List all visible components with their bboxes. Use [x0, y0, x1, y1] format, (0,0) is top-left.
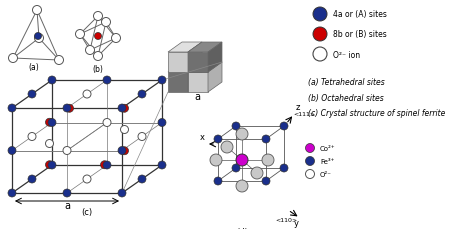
Polygon shape: [188, 62, 202, 92]
Circle shape: [118, 104, 126, 112]
Circle shape: [111, 33, 120, 43]
Text: y: y: [293, 219, 299, 228]
Circle shape: [63, 189, 71, 197]
Polygon shape: [168, 52, 188, 72]
Circle shape: [46, 139, 54, 147]
Text: a: a: [194, 92, 200, 102]
Circle shape: [232, 164, 240, 172]
Text: 4a or (A) sites: 4a or (A) sites: [333, 11, 387, 19]
Circle shape: [28, 133, 36, 141]
Text: O²⁻: O²⁻: [320, 172, 332, 178]
Text: (a) Tetrahedral sites: (a) Tetrahedral sites: [308, 77, 385, 87]
Polygon shape: [188, 72, 208, 92]
Circle shape: [8, 189, 16, 197]
Circle shape: [158, 118, 166, 126]
Polygon shape: [188, 62, 222, 72]
Polygon shape: [208, 42, 222, 72]
Circle shape: [63, 104, 71, 112]
Text: <110>: <110>: [275, 218, 297, 223]
Circle shape: [306, 144, 315, 153]
Polygon shape: [188, 52, 208, 72]
Circle shape: [83, 90, 91, 98]
Circle shape: [28, 175, 36, 183]
Text: (b): (b): [92, 65, 103, 74]
Circle shape: [236, 154, 248, 166]
Circle shape: [55, 55, 64, 65]
Text: Co²⁺: Co²⁺: [320, 146, 336, 152]
Text: z: z: [296, 103, 300, 112]
Circle shape: [103, 161, 111, 169]
Text: (d): (d): [236, 228, 248, 229]
Circle shape: [83, 175, 91, 183]
Text: (c) Crystal structure of spinel ferrite: (c) Crystal structure of spinel ferrite: [308, 109, 446, 118]
Circle shape: [313, 7, 327, 21]
Circle shape: [138, 175, 146, 183]
Polygon shape: [188, 42, 222, 52]
Circle shape: [214, 177, 222, 185]
Circle shape: [93, 52, 102, 60]
Circle shape: [313, 47, 327, 61]
Circle shape: [46, 118, 54, 126]
Circle shape: [158, 76, 166, 84]
Circle shape: [120, 125, 128, 134]
Circle shape: [214, 135, 222, 143]
Text: <111>: <111>: [293, 112, 315, 117]
Circle shape: [65, 104, 73, 112]
Circle shape: [236, 180, 248, 192]
Polygon shape: [208, 62, 222, 92]
Circle shape: [103, 118, 111, 126]
Circle shape: [262, 135, 270, 143]
Circle shape: [306, 156, 315, 166]
Polygon shape: [188, 42, 202, 72]
Circle shape: [158, 161, 166, 169]
Circle shape: [221, 141, 233, 153]
Circle shape: [236, 128, 248, 140]
Polygon shape: [168, 72, 188, 92]
Text: O²⁻ ion: O²⁻ ion: [333, 51, 360, 60]
Circle shape: [35, 33, 44, 43]
Circle shape: [262, 177, 270, 185]
Text: a: a: [64, 201, 70, 211]
Circle shape: [94, 33, 101, 39]
Text: (b) Octahedral sites: (b) Octahedral sites: [308, 93, 384, 103]
Circle shape: [63, 147, 71, 155]
Circle shape: [46, 161, 54, 169]
Circle shape: [48, 118, 56, 126]
Circle shape: [262, 154, 274, 166]
Circle shape: [48, 76, 56, 84]
Circle shape: [9, 54, 18, 63]
Text: (c): (c): [82, 208, 92, 217]
Circle shape: [75, 30, 84, 38]
Circle shape: [313, 27, 327, 41]
Text: 8b or (B) sites: 8b or (B) sites: [333, 30, 387, 39]
Circle shape: [33, 5, 42, 14]
Circle shape: [210, 154, 222, 166]
Circle shape: [120, 104, 128, 112]
Circle shape: [118, 189, 126, 197]
Circle shape: [8, 147, 16, 155]
Circle shape: [251, 167, 263, 179]
Circle shape: [103, 76, 111, 84]
Circle shape: [280, 122, 288, 130]
Text: x: x: [200, 133, 204, 142]
Circle shape: [8, 104, 16, 112]
Circle shape: [306, 169, 315, 178]
Circle shape: [138, 133, 146, 141]
Circle shape: [138, 90, 146, 98]
Circle shape: [101, 17, 110, 27]
Circle shape: [85, 46, 94, 55]
Circle shape: [28, 90, 36, 98]
Circle shape: [48, 161, 56, 169]
Circle shape: [280, 164, 288, 172]
Circle shape: [118, 147, 126, 155]
Circle shape: [35, 33, 42, 39]
Circle shape: [232, 122, 240, 130]
Polygon shape: [168, 62, 202, 72]
Text: Fe³⁺: Fe³⁺: [320, 159, 334, 165]
Polygon shape: [168, 42, 202, 52]
Circle shape: [93, 11, 102, 21]
Text: (a): (a): [28, 63, 39, 72]
Circle shape: [120, 147, 128, 155]
Circle shape: [100, 161, 109, 169]
